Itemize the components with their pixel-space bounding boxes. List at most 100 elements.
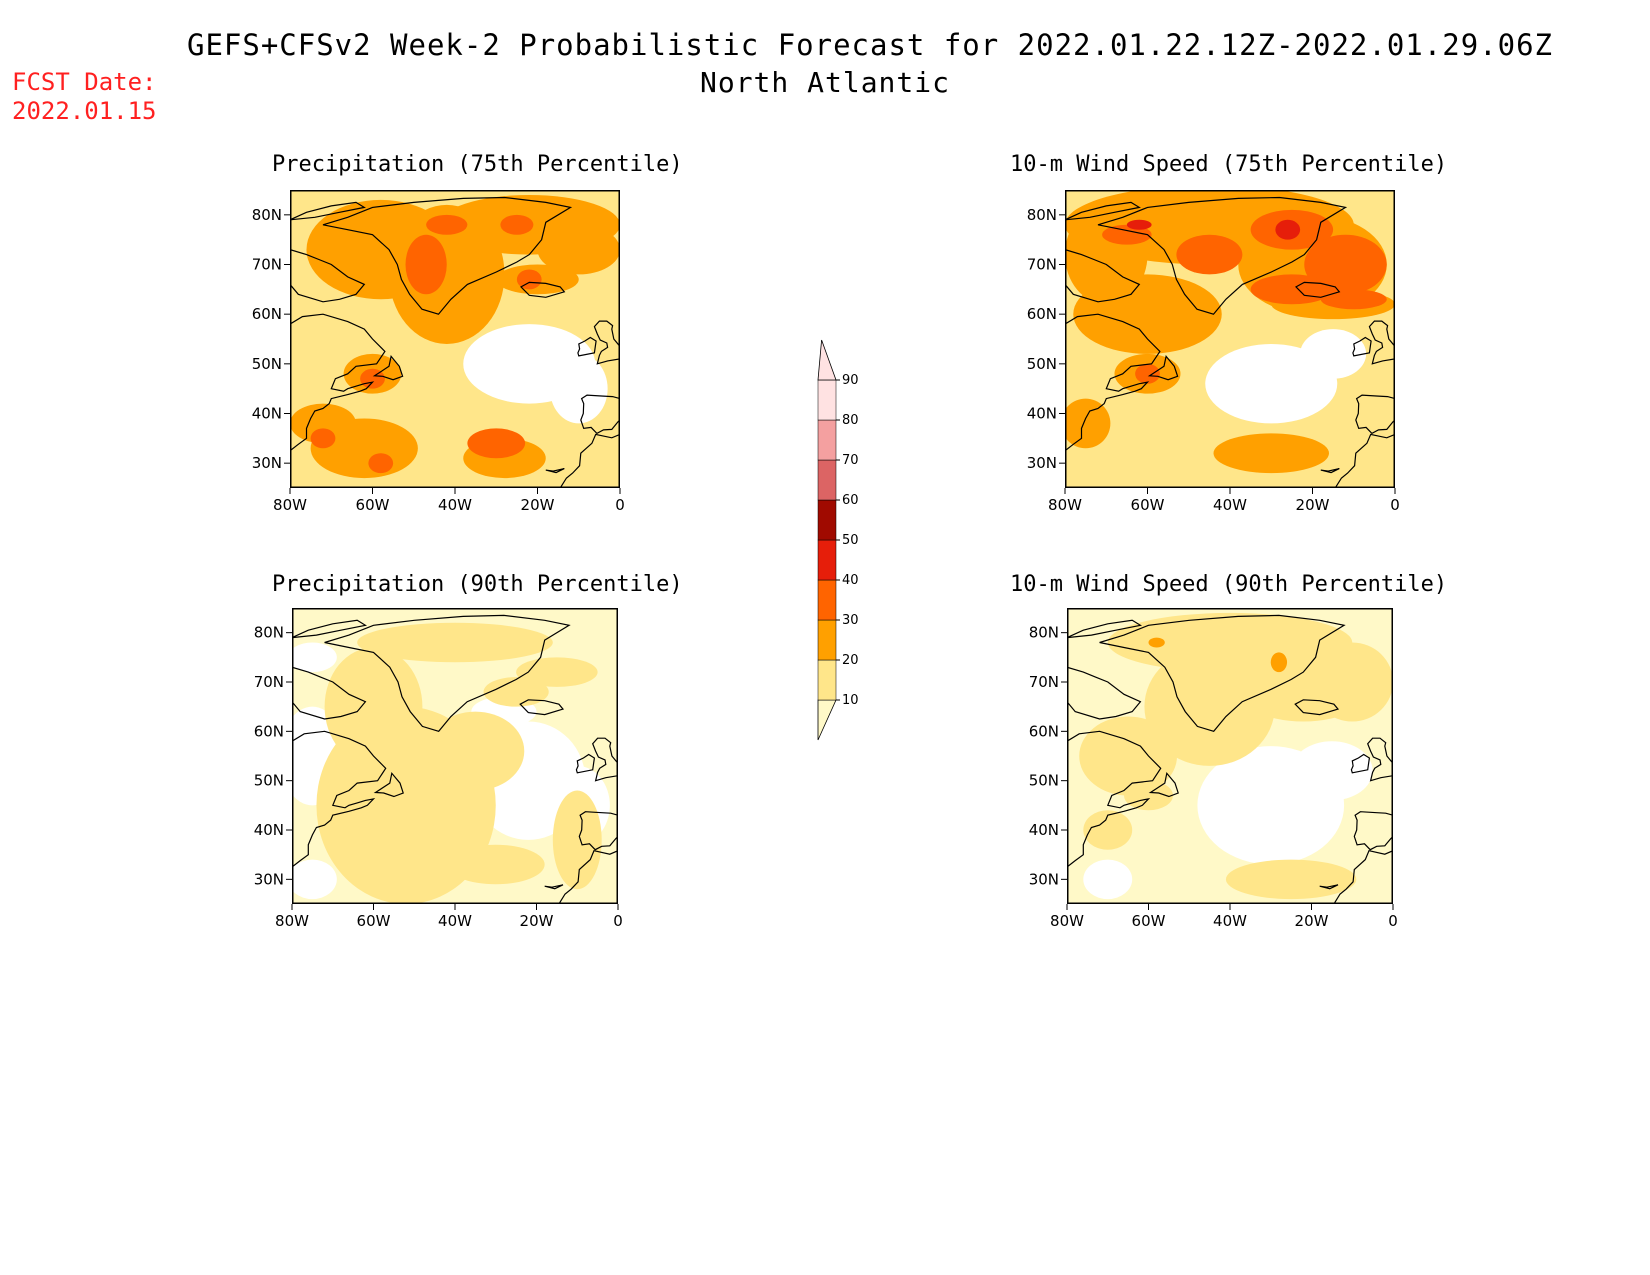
field-contour-region	[310, 428, 336, 449]
field-contour-region	[1124, 780, 1173, 811]
field-contour-region	[500, 214, 534, 235]
coastline-africa	[558, 850, 618, 904]
field-contour-region	[446, 844, 545, 885]
colorbar-label: 70	[842, 453, 859, 468]
field-contour-region	[1270, 652, 1288, 673]
lat-tick-label: 30N	[1027, 454, 1057, 472]
colorbar-segment	[817, 419, 837, 461]
field-contour-region	[552, 790, 602, 890]
lon-tick-label: 20W	[1295, 912, 1329, 930]
main-title-region: North Atlantic	[699, 66, 950, 99]
field-contour-region	[1083, 810, 1133, 850]
field-contour-region	[1225, 859, 1357, 900]
coastline-newfoundland	[372, 355, 404, 381]
field-low-region	[1083, 859, 1133, 900]
map-wind-75	[1065, 190, 1395, 488]
lon-tick-label: 40W	[438, 496, 472, 514]
lat-tick-label: 30N	[1029, 870, 1059, 888]
lon-tick-label: 20W	[521, 496, 555, 514]
field-contour-region	[537, 224, 620, 275]
map-canvas-wind-90	[1067, 608, 1393, 904]
lat-tick-label: 60N	[252, 305, 282, 323]
lat-tick-label: 70N	[254, 673, 284, 691]
lat-tick-label: 70N	[252, 256, 282, 274]
panel-title-precip-75: Precipitation (75th Percentile)	[272, 152, 683, 177]
main-title: GEFS+CFSv2 Week-2 Probabilistic Forecast…	[0, 28, 1650, 99]
lat-tick-label: 40N	[1027, 405, 1057, 423]
colorbar-label: 30	[842, 613, 859, 628]
coastline-iceland	[1295, 281, 1341, 298]
lat-tick-label: 30N	[252, 454, 282, 472]
coastline-britain	[593, 320, 620, 365]
fcst-date-label: FCST Date:	[12, 68, 157, 96]
colorbar-label: 50	[842, 533, 859, 548]
lon-tick-label: 0	[615, 496, 625, 514]
coastline-greenland	[322, 196, 573, 315]
lon-tick-label: 80W	[273, 496, 307, 514]
coastline-ireland	[1352, 336, 1372, 357]
main-title-line1: GEFS+CFSv2 Week-2 Probabilistic Forecast…	[186, 28, 1553, 62]
coastline-greenland	[324, 614, 571, 732]
field-contour-region	[467, 428, 526, 459]
coastline-africa	[559, 433, 620, 488]
coastline-baffin	[292, 666, 367, 720]
fcst-date: FCST Date: 2022.01.15	[12, 68, 157, 126]
coastline-canaries	[545, 468, 565, 474]
panel-title-wind-75: 10-m Wind Speed (75th Percentile)	[1010, 152, 1448, 177]
coastline-labrador	[290, 313, 386, 452]
axes-precip-75: 80N 70N 60N 50N 40N 30N 80W 60W 40W 20W 0	[252, 206, 625, 514]
lon-tick-label: 60W	[1132, 912, 1166, 930]
map-wind-90	[1067, 608, 1393, 904]
field-contour-region	[1176, 234, 1243, 275]
lon-tick-label: 0	[613, 912, 623, 930]
field-low-region	[292, 859, 337, 900]
colorbar-segment	[817, 379, 837, 421]
coastline-africa	[1333, 850, 1393, 904]
map-border	[1067, 608, 1393, 904]
lon-tick-label: 80W	[1050, 912, 1084, 930]
field-low-region	[292, 642, 337, 673]
field-contour-region	[1311, 642, 1393, 722]
lat-tick-label: 80N	[254, 624, 284, 642]
coastline-britain	[592, 737, 618, 782]
field-contour-region	[357, 622, 553, 663]
map-precip-90	[292, 608, 618, 904]
field-contour-region	[516, 269, 542, 290]
coastline-arctic1	[292, 619, 368, 639]
coastline-baffin	[1065, 248, 1141, 303]
field-contour-region	[1304, 234, 1387, 295]
lon-tick-label: 60W	[357, 912, 391, 930]
map-canvas-wind-75	[1065, 190, 1395, 488]
field-contour-region	[483, 677, 549, 707]
lat-tick-label: 50N	[1027, 355, 1057, 373]
field-contour-region	[368, 453, 394, 474]
coastline-ireland	[577, 336, 597, 357]
field-contour-region	[1275, 219, 1301, 240]
lat-tick-label: 40N	[254, 821, 284, 839]
coastline-iberia	[1353, 811, 1393, 851]
map-border	[290, 190, 620, 488]
colorbar: 10 20 30 40 50 60 70 80 90	[817, 339, 859, 741]
field-contour-region	[1209, 637, 1292, 678]
colorbar-label: 40	[842, 573, 859, 588]
coastline-newfoundland	[373, 771, 404, 798]
lon-tick-label: 0	[1388, 912, 1398, 930]
field-contour-region	[1126, 219, 1152, 230]
lon-tick-label: 80W	[1048, 496, 1082, 514]
field-contour-region	[516, 657, 598, 687]
field-contour-region	[1102, 224, 1152, 245]
coastline-labrador	[1067, 730, 1162, 868]
lat-tick-label: 50N	[1029, 772, 1059, 790]
lat-tick-label: 60N	[1027, 305, 1057, 323]
coastline-newfoundland	[1147, 355, 1179, 381]
colorbar-segment	[817, 659, 837, 701]
map-border	[1065, 190, 1395, 488]
coastline-greenland	[1099, 614, 1346, 732]
coastline-baffin	[1067, 666, 1142, 720]
coastline-baffin	[290, 248, 366, 303]
field-contour-region	[1213, 433, 1329, 474]
map-canvas-precip-75	[290, 190, 620, 488]
axes-wind-75: 80N 70N 60N 50N 40N 30N 80W 60W 40W 20W 0	[1027, 206, 1400, 514]
fcst-date-value: 2022.01.15	[12, 97, 157, 125]
coastline-arctic1	[290, 201, 366, 221]
